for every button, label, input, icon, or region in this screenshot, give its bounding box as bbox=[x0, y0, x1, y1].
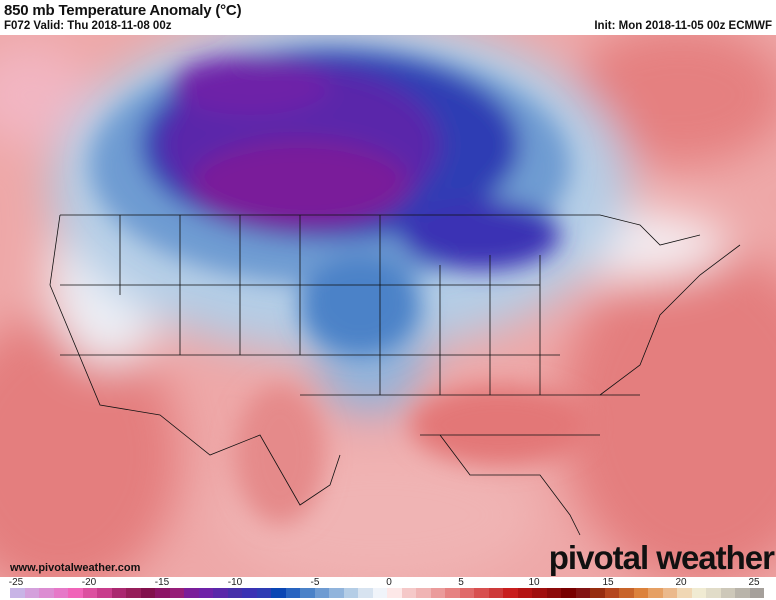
colorbar-swatch bbox=[604, 588, 619, 598]
colorbar-swatch bbox=[387, 588, 402, 598]
tick-label: -10 bbox=[227, 577, 243, 588]
colorbar-swatch bbox=[401, 588, 416, 598]
colorbar-swatch bbox=[343, 588, 358, 598]
pivotal-weather-logo: pivotal weather bbox=[548, 539, 775, 576]
colorbar-swatch bbox=[329, 588, 344, 598]
colorbar-swatch bbox=[358, 588, 373, 598]
colorbar-swatch bbox=[140, 588, 155, 598]
colorbar-swatch bbox=[169, 588, 184, 598]
colorbar-swatch bbox=[677, 588, 692, 598]
tick-label: 0 bbox=[386, 577, 392, 588]
map-title: 850 mb Temperature Anomaly (°C) bbox=[4, 2, 242, 19]
colorbar-ticks: -25 -20 -15 -10 -5 0 5 10 15 20 25 bbox=[0, 577, 776, 588]
colorbar-swatch bbox=[39, 588, 54, 598]
tick-label: 25 bbox=[748, 577, 760, 588]
colorbar-swatch bbox=[285, 588, 300, 598]
colorbar-swatch bbox=[691, 588, 706, 598]
colorbar-swatch bbox=[314, 588, 329, 598]
tick-label: 15 bbox=[602, 577, 614, 588]
colorbar-swatch bbox=[474, 588, 489, 598]
colorbar-swatch bbox=[430, 588, 445, 598]
colorbar-swatch bbox=[416, 588, 431, 598]
colorbar-swatch bbox=[184, 588, 199, 598]
colorbar-swatch bbox=[720, 588, 735, 598]
colorbar-swatch bbox=[271, 588, 286, 598]
colorbar-swatch bbox=[82, 588, 97, 598]
colorbar-swatch bbox=[459, 588, 474, 598]
borders bbox=[49, 214, 741, 536]
colorbar-swatch bbox=[517, 588, 532, 598]
colorbar-swatch bbox=[198, 588, 213, 598]
colorbar-swatch bbox=[575, 588, 590, 598]
colorbar-swatch bbox=[227, 588, 242, 598]
colorbar-swatch bbox=[300, 588, 315, 598]
colorbar-swatch bbox=[749, 588, 764, 598]
colorbar-swatch bbox=[111, 588, 126, 598]
valid-time: F072 Valid: Thu 2018-11-08 00z bbox=[4, 20, 172, 32]
colorbar-swatch bbox=[126, 588, 141, 598]
colorbar-swatch bbox=[619, 588, 634, 598]
tick-label: -25 bbox=[8, 577, 24, 588]
colorbar-swatch bbox=[10, 588, 25, 598]
tick-label: -20 bbox=[81, 577, 97, 588]
colorbar-swatch bbox=[213, 588, 228, 598]
colorbar-swatch bbox=[242, 588, 257, 598]
tick-label: 5 bbox=[458, 577, 464, 588]
colorbar-swatch bbox=[546, 588, 561, 598]
website-watermark: www.pivotalweather.com bbox=[10, 562, 141, 574]
colorbar-swatch bbox=[24, 588, 39, 598]
colorbar-swatch bbox=[53, 588, 68, 598]
temperature-anomaly-map bbox=[0, 35, 776, 577]
colorbar-swatch bbox=[256, 588, 271, 598]
colorbar-swatch bbox=[590, 588, 605, 598]
colorbar-swatch bbox=[155, 588, 170, 598]
colorbar-swatch bbox=[68, 588, 83, 598]
colorbar-swatch bbox=[488, 588, 503, 598]
tick-label: -15 bbox=[154, 577, 170, 588]
init-time: Init: Mon 2018-11-05 00z ECMWF bbox=[594, 20, 772, 32]
colorbar-swatch bbox=[503, 588, 518, 598]
tick-label: 10 bbox=[528, 577, 540, 588]
colorbar-swatch bbox=[648, 588, 663, 598]
colorbar-swatch bbox=[445, 588, 460, 598]
colorbar-swatch bbox=[662, 588, 677, 598]
colorbar-swatch bbox=[706, 588, 721, 598]
colorbar-swatch bbox=[372, 588, 387, 598]
colorbar-swatch bbox=[532, 588, 547, 598]
colorbar-swatch bbox=[633, 588, 648, 598]
tick-label: -5 bbox=[310, 577, 320, 588]
tick-label: 20 bbox=[675, 577, 687, 588]
anomaly-field bbox=[0, 35, 776, 577]
colorbar-swatch bbox=[561, 588, 576, 598]
colorbar-swatch bbox=[735, 588, 750, 598]
colorbar-swatch bbox=[97, 588, 112, 598]
colorbar-swatches bbox=[10, 588, 764, 598]
header: 850 mb Temperature Anomaly (°C) F072 Val… bbox=[0, 0, 776, 35]
colorbar: -25 -20 -15 -10 -5 0 5 10 15 20 25 bbox=[0, 577, 776, 600]
